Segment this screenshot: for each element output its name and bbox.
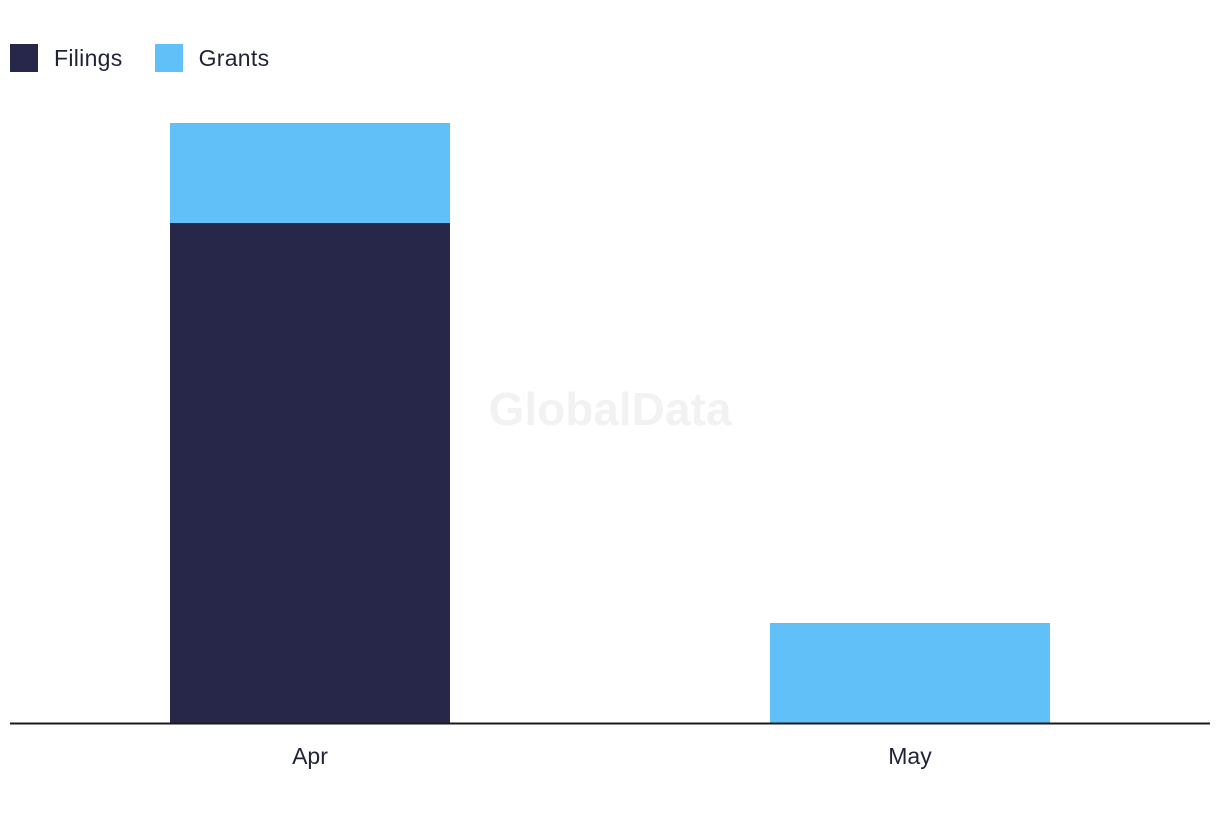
legend-label-filings: Filings [54,44,123,71]
legend: Filings Grants [10,44,301,72]
legend-item-grants: Grants [154,44,270,72]
legend-swatch-grants [154,44,183,72]
bar-grants-apr [170,123,450,223]
x-tick-label-apr: Apr [292,743,328,769]
bar-filings-apr [170,223,450,723]
bar-grants-may [770,623,1050,723]
x-tick-label-may: May [888,743,932,769]
legend-label-grants: Grants [198,44,270,71]
legend-item-filings: Filings [10,44,123,72]
legend-swatch-filings [10,44,38,72]
